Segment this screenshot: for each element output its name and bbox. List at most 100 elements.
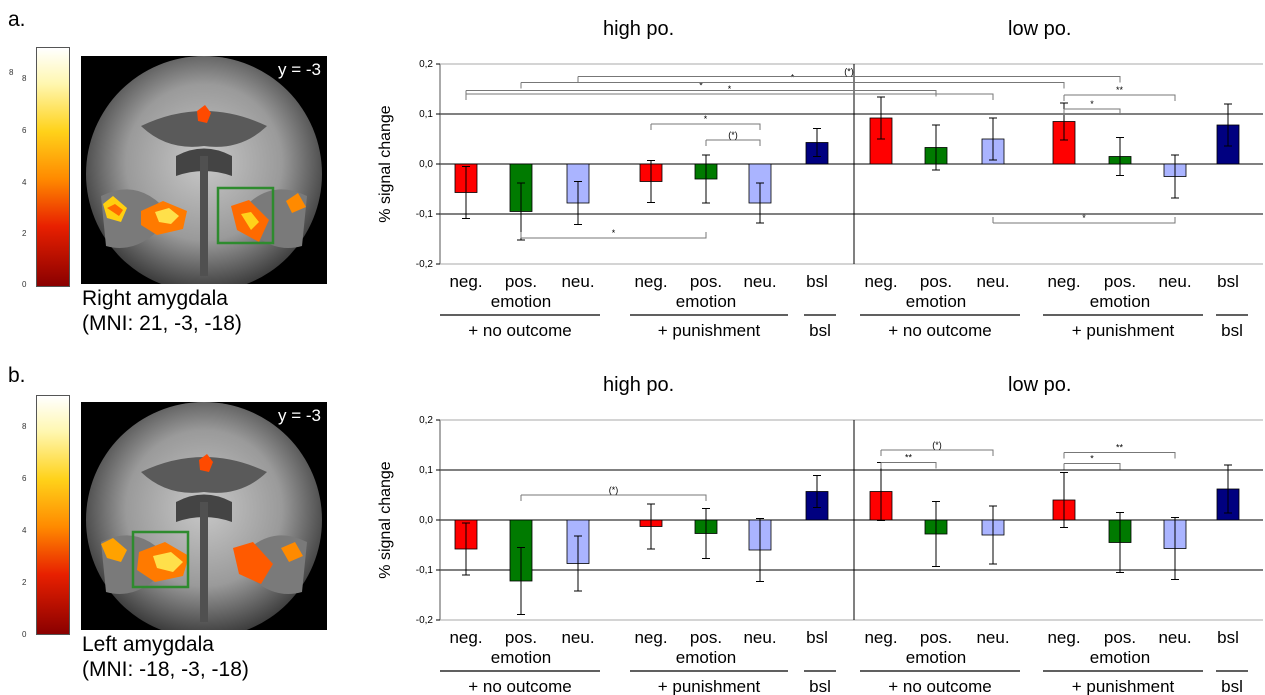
significance-label: (*) (728, 130, 738, 140)
colorbar-tick: 6 (22, 474, 26, 483)
significance-label: * (704, 114, 708, 124)
category-label: bsl (806, 628, 828, 647)
y-tick-label: 0,2 (419, 59, 433, 70)
emotion-label: emotion (906, 648, 966, 667)
condition-label: + punishment (658, 677, 761, 695)
significance-label: ** (1116, 443, 1124, 453)
significance-bracket (881, 450, 993, 456)
colorbar-tick: 8 (22, 74, 26, 83)
colorbar-tick: 2 (22, 578, 26, 587)
significance-bracket (1064, 464, 1120, 470)
chart-a: high po. low po. 0,2 0,1 0,0 -0,1 -0,2 % sign… (368, 12, 1265, 352)
y-tick-label: 0,2 (419, 415, 433, 426)
significance-label: (*) (844, 67, 854, 77)
category-label: neg. (634, 628, 667, 647)
significance-bracket (651, 124, 760, 130)
y-tick-label: 0,0 (419, 515, 433, 526)
slice-label-a: y = -3 (278, 60, 321, 80)
category-label: pos. (1104, 272, 1136, 291)
brain-slice-a: y = -3 (81, 56, 327, 284)
category-label: pos. (920, 272, 952, 291)
category-label: neg. (449, 628, 482, 647)
condition-label: + punishment (658, 321, 761, 340)
colorbar-tick: 6 (22, 126, 26, 135)
emotion-label: emotion (676, 292, 736, 311)
brain-slice-b-image (81, 402, 327, 630)
mni-coords-a: (MNI: 21, -3, -18) (82, 311, 242, 336)
y-tick-label: 0,1 (419, 109, 433, 120)
significance-bracket (521, 495, 706, 501)
panel-b-label: b. (8, 364, 26, 388)
category-label: neu. (1158, 628, 1191, 647)
significance-label: * (728, 84, 732, 94)
category-label: pos. (920, 628, 952, 647)
condition-label: + punishment (1072, 321, 1175, 340)
condition-label: bsl (1221, 677, 1243, 695)
colorbar-b (36, 395, 70, 635)
category-label: pos. (1104, 628, 1136, 647)
significance-label: (*) (609, 485, 619, 495)
significance-bracket (706, 140, 760, 146)
significance-bracket (1064, 95, 1175, 101)
condition-label: bsl (809, 677, 831, 695)
category-label: neg. (864, 272, 897, 291)
significance-label: * (1090, 454, 1094, 464)
y-tick-label: -0,2 (416, 615, 434, 626)
category-label: neg. (634, 272, 667, 291)
chart-b: high po. low po. 0,2 0,1 0,0 -0,1 -0,2% sign… (368, 368, 1265, 695)
brain-slice-b: y = -3 (81, 402, 327, 630)
emotion-label: emotion (906, 292, 966, 311)
significance-bracket (521, 83, 1064, 89)
category-label: neu. (743, 628, 776, 647)
y-axis-label: % signal change (377, 105, 394, 223)
category-label: pos. (690, 628, 722, 647)
region-label-a: Right amygdala (MNI: 21, -3, -18) (82, 286, 242, 336)
significance-label: ** (1116, 85, 1124, 95)
category-label: neu. (976, 272, 1009, 291)
condition-label: + punishment (1072, 677, 1175, 695)
slice-label-b: y = -3 (278, 406, 321, 426)
brain-slice-a-image (81, 56, 327, 284)
condition-label: + no outcome (468, 321, 572, 340)
chart-a-svg: 0,2 0,1 0,0 -0,1 -0,2 % signal change neg. pos.… (368, 12, 1265, 352)
y-tick-label: -0,2 (416, 259, 434, 270)
significance-label: ** (905, 453, 913, 463)
y-axis-label: % signal change (377, 461, 394, 579)
colorbar-a: 8 (36, 47, 70, 287)
category-label: neu. (743, 272, 776, 291)
category-label: bsl (1217, 628, 1239, 647)
significance-label: * (612, 228, 616, 238)
y-tick-label: -0,1 (416, 209, 434, 220)
region-name-a: Right amygdala (82, 286, 242, 311)
category-label: neu. (1158, 272, 1191, 291)
category-label: bsl (1217, 272, 1239, 291)
significance-label: * (791, 73, 795, 83)
emotion-label: emotion (491, 292, 551, 311)
emotion-label: emotion (1090, 292, 1150, 311)
condition-label: + no outcome (468, 677, 572, 695)
y-tick-label: 0,1 (419, 465, 433, 476)
significance-bracket (466, 94, 993, 100)
colorbar-tick: 8 (22, 422, 26, 431)
category-label: neu. (561, 628, 594, 647)
y-tick-label: 0,0 (419, 159, 433, 170)
significance-label: * (1090, 99, 1094, 109)
category-label: pos. (690, 272, 722, 291)
region-name-b: Left amygdala (82, 632, 249, 657)
significance-label: * (1082, 213, 1086, 223)
chart-b-svg: 0,2 0,1 0,0 -0,1 -0,2 % signal change neg. pos.… (368, 368, 1265, 695)
significance-label: (*) (932, 440, 942, 450)
category-label: neg. (864, 628, 897, 647)
category-label: bsl (806, 272, 828, 291)
colorbar-tick: 4 (22, 178, 26, 187)
emotion-label: emotion (491, 648, 551, 667)
category-label: neg. (449, 272, 482, 291)
category-label: pos. (505, 272, 537, 291)
condition-label: + no outcome (888, 321, 992, 340)
significance-bracket (578, 77, 1120, 83)
condition-label: + no outcome (888, 677, 992, 695)
category-label: neu. (561, 272, 594, 291)
category-label: neu. (976, 628, 1009, 647)
colorbar-tick: 0 (22, 630, 26, 639)
significance-bracket (881, 463, 936, 469)
